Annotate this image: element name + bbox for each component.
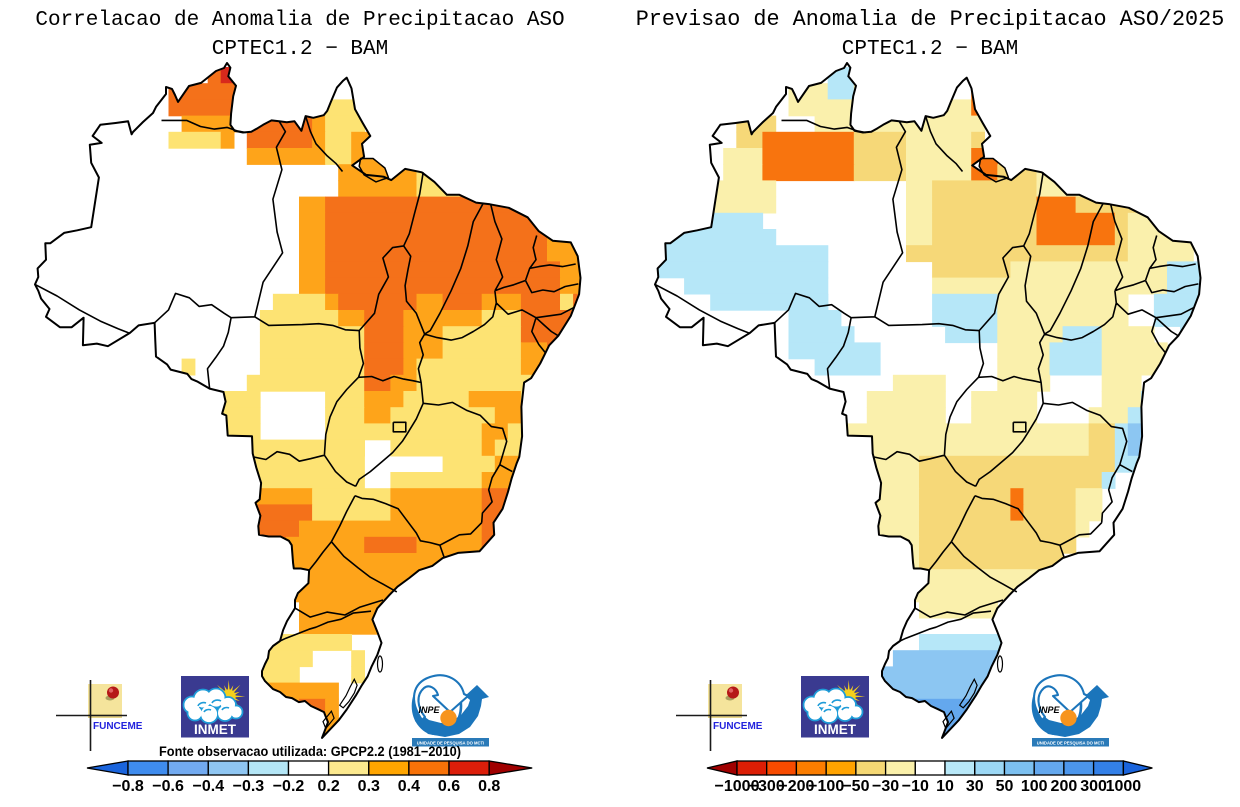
svg-text:−10: −10 [902,778,929,795]
svg-text:FUNCEME: FUNCEME [93,721,143,732]
svg-text:−0.8: −0.8 [112,778,144,795]
svg-text:200: 200 [1051,778,1078,795]
svg-text:0.2: 0.2 [317,778,339,795]
svg-text:INMET: INMET [814,722,857,737]
svg-text:−30: −30 [872,778,899,795]
svg-text:INPE: INPE [1038,705,1060,715]
svg-text:CPTEC1.2 − BAM: CPTEC1.2 − BAM [212,38,388,61]
svg-text:0.6: 0.6 [438,778,460,795]
svg-text:0.4: 0.4 [398,778,420,795]
svg-text:CPTEC1.2 − BAM: CPTEC1.2 − BAM [842,38,1018,61]
svg-text:−0.4: −0.4 [193,778,225,795]
svg-text:−0.3: −0.3 [233,778,265,795]
svg-text:−50: −50 [842,778,869,795]
svg-text:−0.6: −0.6 [152,778,184,795]
svg-text:100: 100 [1021,778,1048,795]
svg-text:Previsao de Anomalia de Precip: Previsao de Anomalia de Precipitacao ASO… [636,7,1225,32]
svg-text:−1000: −1000 [715,778,760,795]
svg-text:−200: −200 [778,778,814,795]
svg-text:−300: −300 [749,778,785,795]
svg-text:300: 300 [1080,778,1107,795]
svg-text:−0.2: −0.2 [273,778,305,795]
svg-text:30: 30 [966,778,984,795]
svg-text:50: 50 [996,778,1014,795]
svg-text:1000: 1000 [1106,778,1142,795]
svg-text:Correlacao de Anomalia de Prec: Correlacao de Anomalia de Precipitacao A… [35,9,564,32]
svg-text:0.3: 0.3 [358,778,380,795]
svg-text:FUNCEME: FUNCEME [713,721,763,732]
svg-text:10: 10 [936,778,954,795]
svg-text:INMET: INMET [194,722,237,737]
svg-text:0.8: 0.8 [478,778,500,795]
svg-text:−100: −100 [808,778,844,795]
svg-text:UNIDADE DE PESQUISA DO MCTI: UNIDADE DE PESQUISA DO MCTI [1037,741,1105,746]
svg-text:Fonte observacao utilizada: GP: Fonte observacao utilizada: GPCP2.2 (198… [159,744,461,759]
svg-text:INPE: INPE [418,705,440,715]
svg-text:UNIDADE DE PESQUISA DO MCTI: UNIDADE DE PESQUISA DO MCTI [417,741,485,746]
